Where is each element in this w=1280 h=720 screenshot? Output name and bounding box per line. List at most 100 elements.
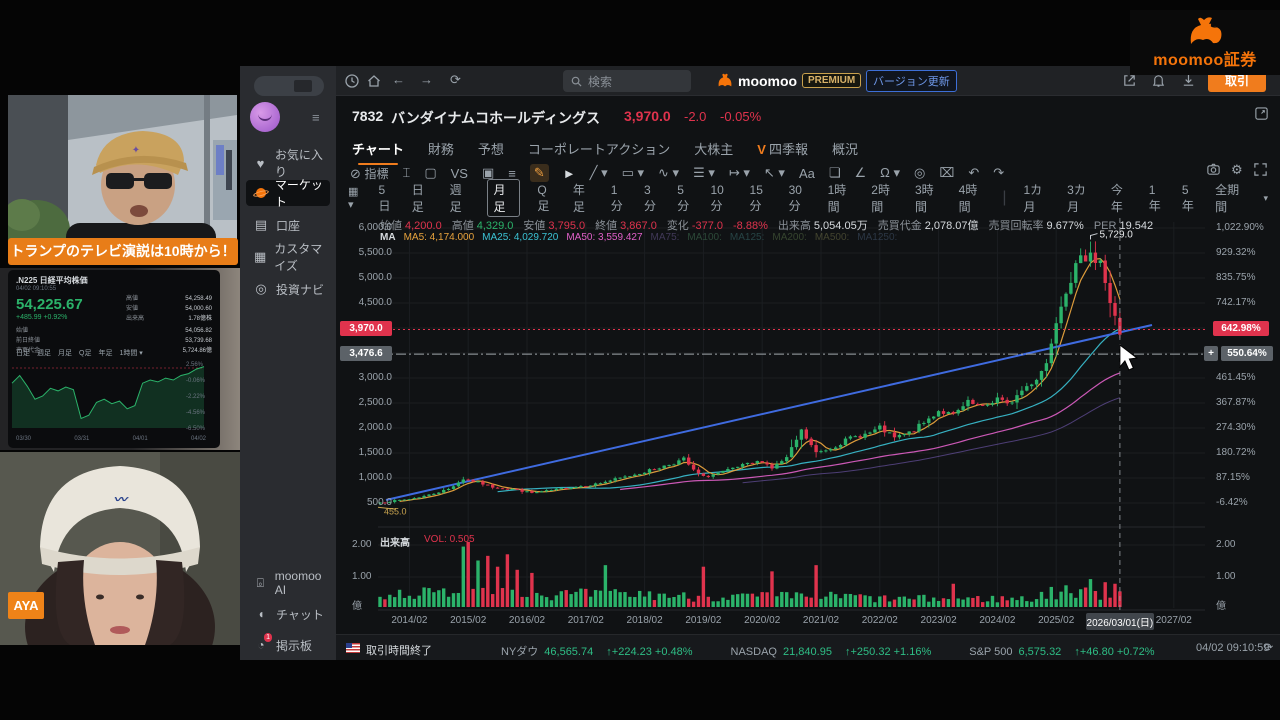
alert-plus-button[interactable]: + xyxy=(1204,346,1218,361)
timeframe-年足[interactable]: 年足 xyxy=(572,183,585,214)
measure-icon[interactable]: ∠ xyxy=(854,165,867,180)
calendar-icon[interactable]: ▦ ▾ xyxy=(348,186,359,211)
volume-tick: 2.00 xyxy=(352,539,372,550)
collapse-menu-icon[interactable]: ≡ xyxy=(312,110,320,125)
timeframe-3カ月[interactable]: 3カ月 xyxy=(1067,183,1086,214)
history-clock-icon[interactable] xyxy=(344,73,360,89)
version-update-button[interactable]: バージョン更新 xyxy=(866,70,957,92)
pct-tick-right: 1,022.90% xyxy=(1216,222,1264,233)
timeframe-1分[interactable]: 1分 xyxy=(610,182,623,213)
timeframe-3分[interactable]: 3分 xyxy=(644,182,657,213)
magnet-icon[interactable]: Ω ▾ xyxy=(880,165,901,180)
timeframe-Q足[interactable]: Q足 xyxy=(537,182,550,213)
expand-icon[interactable] xyxy=(1253,162,1268,177)
notification-bell-icon[interactable] xyxy=(1151,73,1166,88)
timeframe-4時間[interactable]: 4時間 xyxy=(958,183,978,214)
trash-icon[interactable]: ⌧ xyxy=(939,165,955,180)
robot-icon: ⌻ xyxy=(256,575,264,590)
sidebar-item-投資ナビ[interactable]: ◎ 投資ナビ xyxy=(246,276,330,302)
hline-icon[interactable]: ↦ ▾ xyxy=(728,165,750,180)
timeframe-1カ月[interactable]: 1カ月 xyxy=(1023,183,1043,214)
comment-icon[interactable]: ❏ xyxy=(828,165,841,180)
price-tick-left: 2,000.0 xyxy=(358,422,392,433)
timeframe-3時間[interactable]: 3時間 xyxy=(914,183,934,214)
date-tick: 2015/02 xyxy=(450,615,487,626)
timeframe-more-caret[interactable]: ▾ xyxy=(1263,192,1268,203)
timeframe-日足[interactable]: 日足 xyxy=(411,183,424,214)
timeframe-30分[interactable]: 30分 xyxy=(788,182,802,213)
avatar[interactable] xyxy=(250,102,280,132)
cursor-icon[interactable]: ► xyxy=(562,165,576,181)
target-icon[interactable]: ◎ xyxy=(914,165,926,180)
tab-概況[interactable]: 概況 xyxy=(832,139,858,158)
footer-index-NYダウ[interactable]: NYダウ 46,565.74 ↑+224.23 +0.48% xyxy=(501,642,703,660)
candle-compare-icon[interactable]: ⌶ xyxy=(402,165,411,180)
layout-icon[interactable]: ≡ xyxy=(508,165,516,181)
search-input[interactable]: 検索 xyxy=(563,70,691,92)
timeframe-1時間[interactable]: 1時間 xyxy=(827,183,847,214)
sync-icon[interactable]: ⟳ xyxy=(1264,642,1274,654)
trendline-icon[interactable]: ╱ ▾ xyxy=(589,165,608,180)
tab-予想[interactable]: 予想 xyxy=(478,139,504,158)
tab-チャート[interactable]: チャート xyxy=(352,139,404,165)
forward-icon[interactable]: → xyxy=(420,72,433,87)
arrow-icon[interactable]: ↖ ▾ xyxy=(763,165,785,180)
timeframe-全期間[interactable]: 全期間 xyxy=(1215,183,1240,214)
svg-text:✦: ✦ xyxy=(132,145,140,156)
timeframe-5分[interactable]: 5分 xyxy=(677,182,690,213)
tab-四季報[interactable]: V 四季報 xyxy=(757,139,808,158)
candlestick-chart[interactable]: 5,729.0 455.0 xyxy=(336,210,1280,634)
tab-コーポレートアクション[interactable]: コーポレートアクション xyxy=(528,139,670,158)
share-icon[interactable] xyxy=(1122,73,1137,88)
brand-watermark-box: moomoo証券 xyxy=(1130,10,1280,75)
indicator-icon[interactable]: ⊘ 指標 xyxy=(350,165,389,181)
snapshot-icon[interactable]: ▣ xyxy=(481,165,495,180)
timeframe-10分[interactable]: 10分 xyxy=(710,182,724,213)
timeframe-週足[interactable]: 週足 xyxy=(449,183,462,214)
footer-index-NASDAQ[interactable]: NASDAQ 21,840.95 ↑+250.32 +1.16% xyxy=(731,642,942,660)
tab-label: 予想 xyxy=(477,141,504,157)
planet-icon xyxy=(252,186,270,200)
phone-timeframe-tabs[interactable]: 日足 週足 月足 Q足 年足 1時間 ▾ xyxy=(16,350,143,357)
vs-icon[interactable]: VS xyxy=(450,165,468,181)
sidebar-item-マーケット[interactable]: マーケット xyxy=(246,178,330,209)
webcam-host-photo: ✦ xyxy=(8,95,237,260)
refresh-icon[interactable]: ⟳ xyxy=(450,72,461,87)
pen-icon[interactable]: ✎ xyxy=(529,164,549,182)
rect-icon[interactable]: ▢ xyxy=(424,165,437,180)
timeframe-2時間[interactable]: 2時間 xyxy=(871,183,890,214)
wave-icon[interactable]: ∿ ▾ xyxy=(658,165,680,180)
sidebar-item-口座[interactable]: ▤ 口座 xyxy=(246,212,330,238)
timeframe-月足[interactable]: 月足 xyxy=(487,179,521,217)
stream-toggle-pill[interactable] xyxy=(254,76,324,96)
timeframe-15分[interactable]: 15分 xyxy=(749,182,763,213)
sidebar-item-チャット[interactable]: ◖ チャット xyxy=(246,601,330,627)
date-tick: 2014/02 xyxy=(391,615,428,626)
download-icon[interactable] xyxy=(1181,73,1196,88)
tab-財務[interactable]: 財務 xyxy=(428,139,454,158)
sidebar-item-お気に入り[interactable]: ♥ お気に入り xyxy=(246,148,330,179)
camera-icon[interactable] xyxy=(1206,162,1221,177)
footer-index-S&P 500[interactable]: S&P 500 6,575.32 ↑+46.80 +0.72% xyxy=(969,642,1164,660)
bands-icon[interactable]: ☰ ▾ xyxy=(693,165,715,180)
shapes-icon[interactable]: ▭ ▾ xyxy=(621,165,645,180)
timeframe-今年[interactable]: 今年 xyxy=(1110,183,1123,214)
text-icon[interactable]: Aa xyxy=(798,165,815,181)
timeframe-5日[interactable]: 5日 xyxy=(378,182,391,213)
panel-expand-icon[interactable] xyxy=(1254,106,1269,121)
sidebar-item-moomoo AI[interactable]: ⌻ moomoo AI xyxy=(246,569,330,597)
redo-icon[interactable]: ↷ xyxy=(993,165,1005,180)
phone-axis-label: -4.56% xyxy=(186,410,206,416)
date-tick: 2024/02 xyxy=(979,615,1016,626)
undo-icon[interactable]: ↶ xyxy=(968,165,980,180)
home-icon[interactable] xyxy=(366,73,382,89)
timeframe-1年[interactable]: 1年 xyxy=(1148,182,1161,213)
tab-大株主[interactable]: 大株主 xyxy=(694,139,733,158)
back-icon[interactable]: ← xyxy=(392,72,405,87)
sidebar-item-カスタマイズ[interactable]: ▦ カスタマイズ xyxy=(246,242,330,273)
sidebar-item-掲示板[interactable]: ◔ 1 掲示板 xyxy=(246,632,330,658)
timeframe-5年[interactable]: 5年 xyxy=(1181,182,1194,213)
trade-button[interactable]: 取引 xyxy=(1208,70,1266,92)
gear-icon[interactable]: ⚙ xyxy=(1231,162,1243,177)
phone-symbol: .N225 日経平均株価 xyxy=(16,276,88,285)
